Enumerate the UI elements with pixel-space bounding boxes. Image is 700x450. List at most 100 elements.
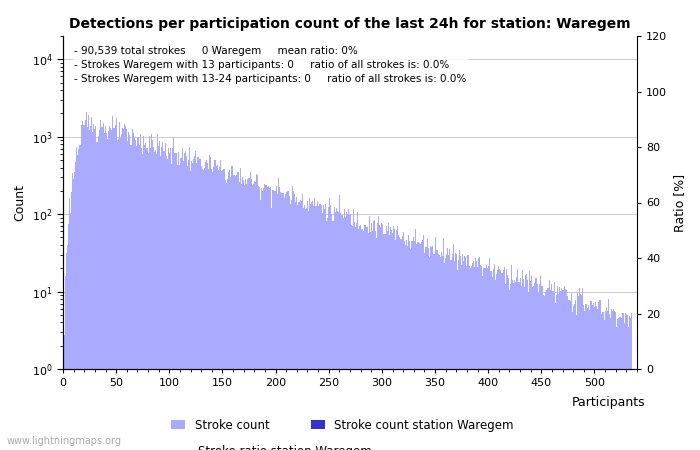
Bar — [172, 148, 173, 450]
Bar — [321, 205, 322, 450]
Bar — [342, 215, 343, 450]
Bar — [585, 304, 587, 450]
Bar — [626, 314, 627, 450]
Bar — [495, 280, 496, 450]
Bar — [421, 240, 423, 450]
Bar — [430, 246, 431, 450]
Bar — [343, 218, 344, 450]
Bar — [318, 204, 320, 450]
Bar — [439, 255, 440, 450]
Bar — [277, 194, 279, 450]
Bar — [341, 215, 342, 450]
Bar — [154, 152, 155, 450]
Bar — [248, 178, 250, 450]
Bar — [610, 318, 611, 450]
Bar — [540, 276, 541, 450]
Bar — [368, 234, 369, 450]
Bar — [461, 265, 462, 450]
Bar — [501, 274, 503, 450]
Bar — [306, 208, 307, 450]
Bar — [596, 306, 597, 450]
Bar — [548, 288, 550, 450]
Bar — [170, 148, 171, 450]
Bar — [307, 201, 308, 450]
Bar — [326, 221, 327, 450]
Bar — [122, 128, 123, 450]
Text: Participants: Participants — [572, 396, 646, 409]
Bar — [425, 248, 426, 450]
Bar — [174, 153, 175, 450]
Bar — [226, 183, 228, 450]
Bar — [529, 271, 530, 450]
Bar — [234, 176, 236, 450]
Bar — [320, 204, 321, 450]
Bar — [437, 250, 438, 450]
Bar — [543, 295, 544, 450]
Bar — [139, 145, 140, 450]
Bar — [386, 231, 388, 450]
Bar — [191, 161, 192, 450]
Bar — [75, 162, 76, 450]
Bar — [273, 189, 274, 450]
Bar — [105, 126, 106, 450]
Bar — [591, 302, 592, 450]
Bar — [620, 318, 622, 450]
Bar — [616, 327, 617, 450]
Bar — [304, 209, 306, 450]
Bar — [296, 198, 297, 450]
Bar — [411, 241, 412, 450]
Bar — [310, 204, 312, 450]
Bar — [88, 115, 89, 450]
Bar — [531, 276, 532, 450]
Bar — [528, 292, 529, 450]
Bar — [392, 233, 393, 450]
Bar — [201, 166, 202, 450]
Bar — [115, 126, 116, 450]
Bar — [327, 217, 328, 450]
Bar — [314, 198, 316, 450]
Bar — [493, 269, 494, 450]
Stroke ratio station Waregem — [216, 366, 225, 372]
Bar — [409, 241, 410, 450]
Bar — [382, 224, 384, 450]
Text: www.lightningmaps.org: www.lightningmaps.org — [7, 436, 122, 446]
Bar — [513, 283, 514, 450]
Bar — [99, 120, 101, 450]
Bar — [587, 305, 589, 450]
Bar — [417, 242, 419, 450]
Bar — [76, 147, 77, 450]
Bar — [197, 157, 199, 450]
Bar — [527, 280, 528, 450]
Bar — [85, 120, 86, 450]
Bar — [330, 205, 331, 450]
Bar — [413, 237, 414, 450]
Bar — [237, 171, 238, 450]
Bar — [269, 188, 270, 450]
Bar — [328, 207, 329, 450]
Bar — [545, 292, 546, 450]
Bar — [446, 254, 447, 450]
Bar — [243, 180, 244, 450]
Bar — [192, 163, 193, 450]
Bar — [281, 194, 283, 450]
Bar — [161, 147, 162, 450]
Bar — [347, 214, 349, 450]
Stroke ratio station Waregem — [214, 366, 223, 372]
Bar — [580, 294, 581, 450]
Bar — [138, 137, 139, 450]
Bar — [612, 311, 613, 450]
Bar — [597, 309, 598, 450]
Bar — [391, 230, 392, 450]
Bar — [111, 130, 113, 450]
Bar — [101, 127, 102, 450]
Bar — [94, 129, 95, 450]
Bar — [627, 315, 628, 450]
Bar — [536, 278, 537, 450]
Bar — [433, 254, 435, 450]
Bar — [130, 145, 132, 450]
Bar — [153, 147, 154, 450]
Stroke ratio station Waregem — [627, 366, 636, 372]
Bar — [475, 258, 476, 450]
Bar — [500, 270, 501, 450]
Bar — [137, 138, 138, 450]
